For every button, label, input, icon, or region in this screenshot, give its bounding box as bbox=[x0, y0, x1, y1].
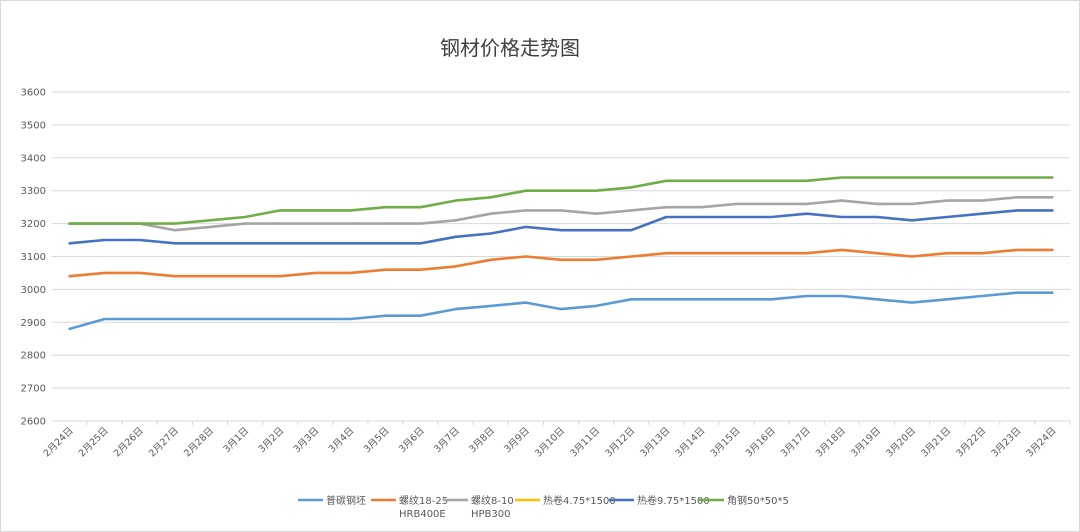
legend-label: 热卷9.75*1500 bbox=[637, 494, 710, 507]
y-tick-label: 2900 bbox=[21, 318, 46, 329]
y-tick-label: 2600 bbox=[21, 417, 46, 428]
series-line-6 bbox=[68, 176, 1054, 225]
legend-label-line2: HRB400E bbox=[399, 509, 446, 520]
y-tick-label: 3000 bbox=[21, 285, 46, 296]
legend: 普碳钢坯 螺纹18-25 HRB400E 螺纹8-10 HPB300 热卷4.75*150… bbox=[298, 494, 789, 520]
y-tick-label: 3500 bbox=[21, 120, 46, 131]
legend-label: 角钢50*50*5 bbox=[727, 494, 789, 507]
y-tick-label: 3600 bbox=[21, 88, 46, 99]
series-line-5 bbox=[68, 209, 1054, 245]
series-line-3 bbox=[68, 196, 1054, 232]
series-lines bbox=[68, 176, 1054, 331]
y-axis-ticks: 3600 3500 3400 3300 3200 3100 3000 2900 2800 2700… bbox=[21, 88, 46, 428]
series-line-1 bbox=[68, 291, 1054, 331]
series-line-2 bbox=[68, 248, 1054, 278]
y-tick-label: 2800 bbox=[21, 351, 46, 362]
chart-title: 钢材价格走势图 bbox=[440, 36, 580, 60]
legend-label: 螺纹8-10 bbox=[471, 494, 514, 507]
y-tick-label: 3400 bbox=[21, 153, 46, 164]
legend-label: 热卷4.75*1500 bbox=[543, 494, 616, 507]
y-tick-label: 3300 bbox=[21, 186, 46, 197]
legend-label: 螺纹18-25 bbox=[399, 494, 448, 507]
y-tick-label: 2700 bbox=[21, 384, 46, 395]
legend-label-line2: HPB300 bbox=[471, 509, 511, 520]
y-tick-label: 3200 bbox=[21, 219, 46, 230]
legend-label: 普碳钢坯 bbox=[326, 494, 366, 507]
y-tick-label: 3100 bbox=[21, 252, 46, 263]
